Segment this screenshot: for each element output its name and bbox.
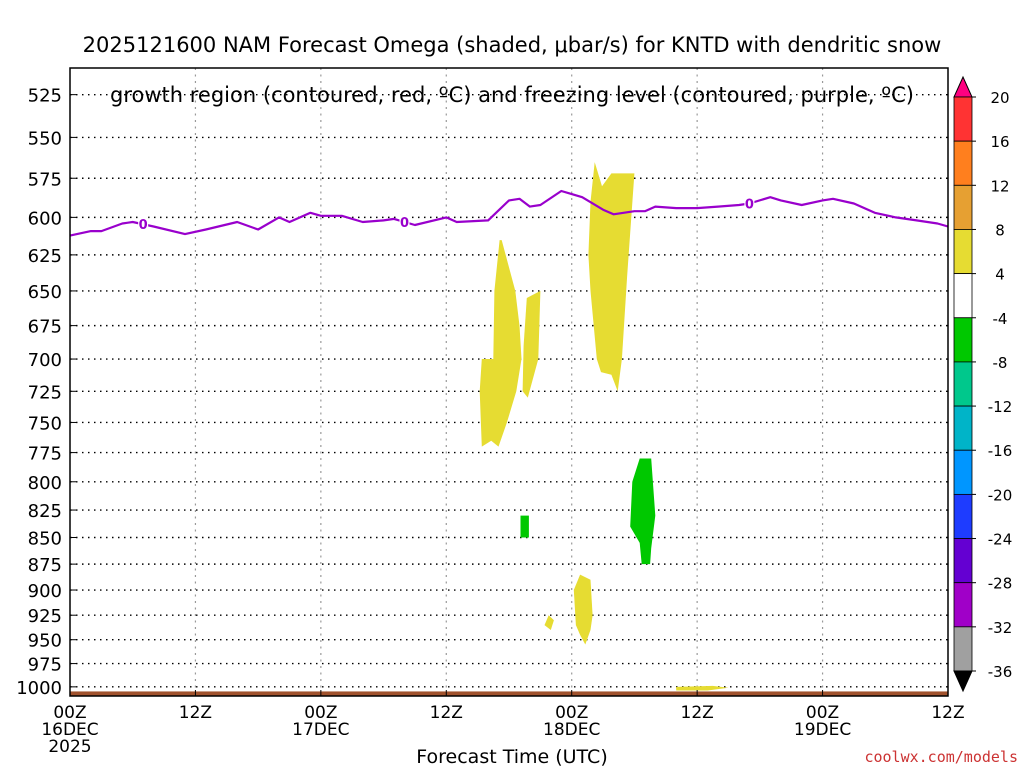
freezing-level-label: 0 bbox=[400, 216, 409, 231]
y-tick-label: 675 bbox=[28, 317, 62, 338]
colorbar-label: -12 bbox=[988, 398, 1013, 416]
omega-negative-region bbox=[630, 458, 656, 565]
colorbar-label: -32 bbox=[988, 619, 1013, 637]
terrain-band bbox=[70, 691, 948, 696]
omega-positive-region bbox=[522, 290, 541, 398]
chart-title-line1: 2025121600 NAM Forecast Omega (shaded, μ… bbox=[82, 33, 942, 57]
chart-title-line2: growth region (contoured, red, ºC) and f… bbox=[110, 83, 914, 107]
x-tick-label: 00Z bbox=[53, 703, 86, 723]
y-tick-label: 825 bbox=[28, 501, 62, 522]
omega-positive-region bbox=[676, 685, 729, 691]
x-tick-label: 17DEC bbox=[292, 720, 349, 740]
omega-positive-region bbox=[479, 240, 522, 447]
colorbar-label: -28 bbox=[988, 575, 1013, 593]
y-tick-label: 775 bbox=[28, 444, 62, 465]
omega-negative-region bbox=[520, 515, 529, 538]
freezing-level-polyline bbox=[69, 189, 949, 237]
freezing-label-bg bbox=[744, 195, 755, 211]
colorbar-box bbox=[953, 140, 973, 186]
colorbar-label: -20 bbox=[988, 486, 1013, 504]
chart-title: 2025121600 NAM Forecast Omega (shaded, μ… bbox=[0, 8, 1024, 108]
colorbar-label: -36 bbox=[988, 663, 1013, 681]
x-tick-label: 12Z bbox=[931, 703, 964, 723]
y-tick-label: 950 bbox=[28, 631, 62, 652]
colorbar-label: -4 bbox=[993, 310, 1008, 328]
colorbar-box bbox=[953, 96, 973, 142]
x-tick-label: 19DEC bbox=[794, 720, 851, 740]
colorbar-label: 12 bbox=[990, 177, 1009, 195]
freezing-level-label: 0 bbox=[139, 218, 148, 233]
omega-positive-region bbox=[544, 615, 554, 630]
freezing-level-label: 0 bbox=[745, 197, 754, 212]
colorbar-box bbox=[953, 361, 973, 407]
colorbar-box bbox=[953, 317, 973, 363]
y-tick-label: 725 bbox=[28, 382, 62, 403]
y-tick-label: 800 bbox=[28, 473, 62, 494]
colorbar-label: -8 bbox=[993, 354, 1008, 372]
x-tick-label: 00Z bbox=[304, 703, 337, 723]
colorbar: 20 16 12 8 4 -4 -8 -12 -16 -20 -24 -28 -32 -36 bbox=[953, 75, 1013, 693]
colorbar-label: -16 bbox=[988, 442, 1013, 460]
y-tick-label: 850 bbox=[28, 528, 62, 549]
colorbar-box bbox=[953, 273, 973, 319]
colorbar-box bbox=[953, 582, 973, 628]
colorbar-box bbox=[953, 184, 973, 230]
x-tick-label: 16DEC bbox=[41, 720, 98, 740]
y-tick-label: 575 bbox=[28, 169, 62, 190]
colorbar-max-arrow bbox=[953, 75, 973, 98]
y-tick-label: 900 bbox=[28, 581, 62, 602]
x-tick-label: 18DEC bbox=[543, 720, 600, 740]
y-tick-label: 975 bbox=[28, 655, 62, 676]
x-tick-label: 12Z bbox=[681, 703, 714, 723]
y-tick-label: 600 bbox=[28, 208, 62, 229]
x-tick-label: 00Z bbox=[806, 703, 839, 723]
omega-positive-region bbox=[573, 574, 593, 645]
y-tick-label: 700 bbox=[28, 350, 62, 371]
colorbar-box bbox=[953, 405, 973, 451]
colorbar-box bbox=[953, 229, 973, 275]
y-tick-label: 550 bbox=[28, 128, 62, 149]
omega-positive-region bbox=[588, 162, 635, 392]
freezing-label-bg bbox=[399, 213, 410, 229]
freezing-level-line: 0 0 0 bbox=[69, 189, 949, 237]
y-tick-label: 625 bbox=[28, 246, 62, 267]
x-tick-label: 2025 bbox=[48, 737, 91, 757]
colorbar-box bbox=[953, 449, 973, 495]
colorbar-min-arrow bbox=[953, 670, 973, 693]
x-tick-label: 12Z bbox=[430, 703, 463, 723]
omega-shading bbox=[479, 162, 729, 691]
y-axis: 525 550 575 600 625 650 675 700 725 750 775 800 825 8… bbox=[16, 86, 76, 699]
y-tick-label: 750 bbox=[28, 413, 62, 434]
plot-border bbox=[69, 67, 949, 697]
colorbar-box bbox=[953, 626, 973, 672]
colorbar-box bbox=[953, 538, 973, 584]
colorbar-label: 4 bbox=[995, 266, 1005, 284]
freezing-label-bg bbox=[138, 216, 149, 232]
y-tick-label: 925 bbox=[28, 606, 62, 627]
colorbar-box bbox=[953, 493, 973, 539]
x-axis-label: Forecast Time (UTC) bbox=[416, 746, 608, 768]
colorbar-label: 8 bbox=[995, 221, 1005, 239]
colorbar-label: 16 bbox=[990, 133, 1009, 151]
colorbar-label: 20 bbox=[990, 89, 1009, 107]
y-tick-label: 875 bbox=[28, 555, 62, 576]
y-tick-label: 1000 bbox=[16, 678, 62, 699]
x-tick-label: 12Z bbox=[179, 703, 212, 723]
terrain-strip bbox=[70, 691, 948, 696]
credit-link[interactable]: coolwx.com/models bbox=[864, 748, 1018, 766]
y-tick-label: 525 bbox=[28, 86, 62, 107]
plot-frame bbox=[69, 67, 949, 697]
x-tick-label: 00Z bbox=[555, 703, 588, 723]
y-tick-label: 650 bbox=[28, 282, 62, 303]
colorbar-label: -24 bbox=[988, 531, 1013, 549]
